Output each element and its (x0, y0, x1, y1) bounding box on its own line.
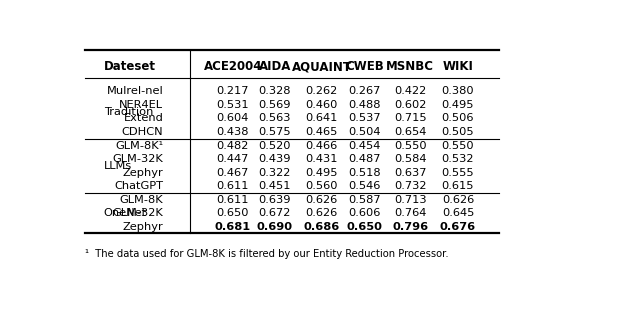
Text: GLM-32K: GLM-32K (113, 154, 163, 164)
Text: CWEB: CWEB (346, 60, 384, 73)
Text: 0.465: 0.465 (305, 127, 338, 137)
Text: LLMs: LLMs (104, 161, 132, 171)
Text: 0.626: 0.626 (442, 195, 474, 205)
Text: 0.537: 0.537 (348, 113, 381, 124)
Text: 0.550: 0.550 (394, 141, 427, 150)
Text: 0.322: 0.322 (259, 167, 291, 178)
Text: 0.690: 0.690 (257, 222, 293, 232)
Text: 0.637: 0.637 (394, 167, 427, 178)
Text: 0.267: 0.267 (349, 87, 381, 96)
Text: 0.447: 0.447 (216, 154, 249, 164)
Text: Mulrel-nel: Mulrel-nel (107, 87, 163, 96)
Text: Tradition: Tradition (104, 107, 153, 117)
Text: OneNet: OneNet (104, 208, 147, 218)
Text: 0.460: 0.460 (305, 100, 338, 110)
Text: 0.504: 0.504 (348, 127, 381, 137)
Text: NER4EL: NER4EL (119, 100, 163, 110)
Text: 0.505: 0.505 (442, 127, 474, 137)
Text: 0.487: 0.487 (348, 154, 381, 164)
Text: 0.454: 0.454 (349, 141, 381, 150)
Text: 0.686: 0.686 (303, 222, 340, 232)
Text: 0.482: 0.482 (216, 141, 249, 150)
Text: 0.563: 0.563 (259, 113, 291, 124)
Text: 0.639: 0.639 (259, 195, 291, 205)
Text: AQUAINT: AQUAINT (292, 60, 351, 73)
Text: 0.546: 0.546 (349, 181, 381, 191)
Text: CDHCN: CDHCN (122, 127, 163, 137)
Text: 0.451: 0.451 (259, 181, 291, 191)
Text: 0.488: 0.488 (348, 100, 381, 110)
Text: 0.615: 0.615 (442, 181, 474, 191)
Text: Extend: Extend (124, 113, 163, 124)
Text: 0.602: 0.602 (394, 100, 426, 110)
Text: 0.764: 0.764 (394, 208, 426, 218)
Text: 0.422: 0.422 (394, 87, 426, 96)
Text: 0.672: 0.672 (259, 208, 291, 218)
Text: 0.796: 0.796 (392, 222, 428, 232)
Text: 0.518: 0.518 (348, 167, 381, 178)
Text: 0.560: 0.560 (305, 181, 338, 191)
Text: AIDA: AIDA (259, 60, 291, 73)
Text: 0.520: 0.520 (259, 141, 291, 150)
Text: 0.584: 0.584 (394, 154, 427, 164)
Text: WIKI: WIKI (442, 60, 474, 73)
Text: 0.467: 0.467 (216, 167, 249, 178)
Text: 0.380: 0.380 (442, 87, 474, 96)
Text: 0.645: 0.645 (442, 208, 474, 218)
Text: 0.495: 0.495 (305, 167, 338, 178)
Text: Zephyr: Zephyr (123, 167, 163, 178)
Text: 0.732: 0.732 (394, 181, 427, 191)
Text: 0.495: 0.495 (442, 100, 474, 110)
Text: 0.438: 0.438 (216, 127, 249, 137)
Text: 0.650: 0.650 (347, 222, 383, 232)
Text: 0.626: 0.626 (305, 195, 338, 205)
Text: 0.262: 0.262 (305, 87, 338, 96)
Text: 0.587: 0.587 (348, 195, 381, 205)
Text: 0.611: 0.611 (216, 195, 249, 205)
Text: 0.611: 0.611 (216, 181, 249, 191)
Text: 0.606: 0.606 (349, 208, 381, 218)
Text: ChatGPT: ChatGPT (115, 181, 163, 191)
Text: 0.328: 0.328 (259, 87, 291, 96)
Text: 0.466: 0.466 (305, 141, 338, 150)
Text: ¹  The data used for GLM-8K is filtered by our Entity Reduction Processor.: ¹ The data used for GLM-8K is filtered b… (85, 249, 449, 259)
Text: 0.532: 0.532 (442, 154, 474, 164)
Text: 0.506: 0.506 (442, 113, 474, 124)
Text: GLM-8K¹: GLM-8K¹ (115, 141, 163, 150)
Text: MSNBC: MSNBC (387, 60, 435, 73)
Text: 0.575: 0.575 (259, 127, 291, 137)
Text: Zephyr: Zephyr (123, 222, 163, 232)
Text: 0.217: 0.217 (216, 87, 249, 96)
Text: GLM-32K: GLM-32K (113, 208, 163, 218)
Text: 0.555: 0.555 (442, 167, 474, 178)
Text: 0.431: 0.431 (305, 154, 338, 164)
Text: 0.604: 0.604 (216, 113, 249, 124)
Text: 0.531: 0.531 (216, 100, 249, 110)
Text: Dateset: Dateset (104, 60, 156, 73)
Text: 0.569: 0.569 (259, 100, 291, 110)
Text: 0.715: 0.715 (394, 113, 427, 124)
Text: 0.713: 0.713 (394, 195, 427, 205)
Text: 0.641: 0.641 (305, 113, 338, 124)
Text: 0.550: 0.550 (442, 141, 474, 150)
Text: GLM-8K: GLM-8K (120, 195, 163, 205)
Text: ACE2004: ACE2004 (204, 60, 262, 73)
Text: 0.439: 0.439 (259, 154, 291, 164)
Text: 0.626: 0.626 (305, 208, 338, 218)
Text: 0.654: 0.654 (394, 127, 426, 137)
Text: 0.650: 0.650 (216, 208, 249, 218)
Text: 0.676: 0.676 (440, 222, 476, 232)
Text: 0.681: 0.681 (214, 222, 251, 232)
